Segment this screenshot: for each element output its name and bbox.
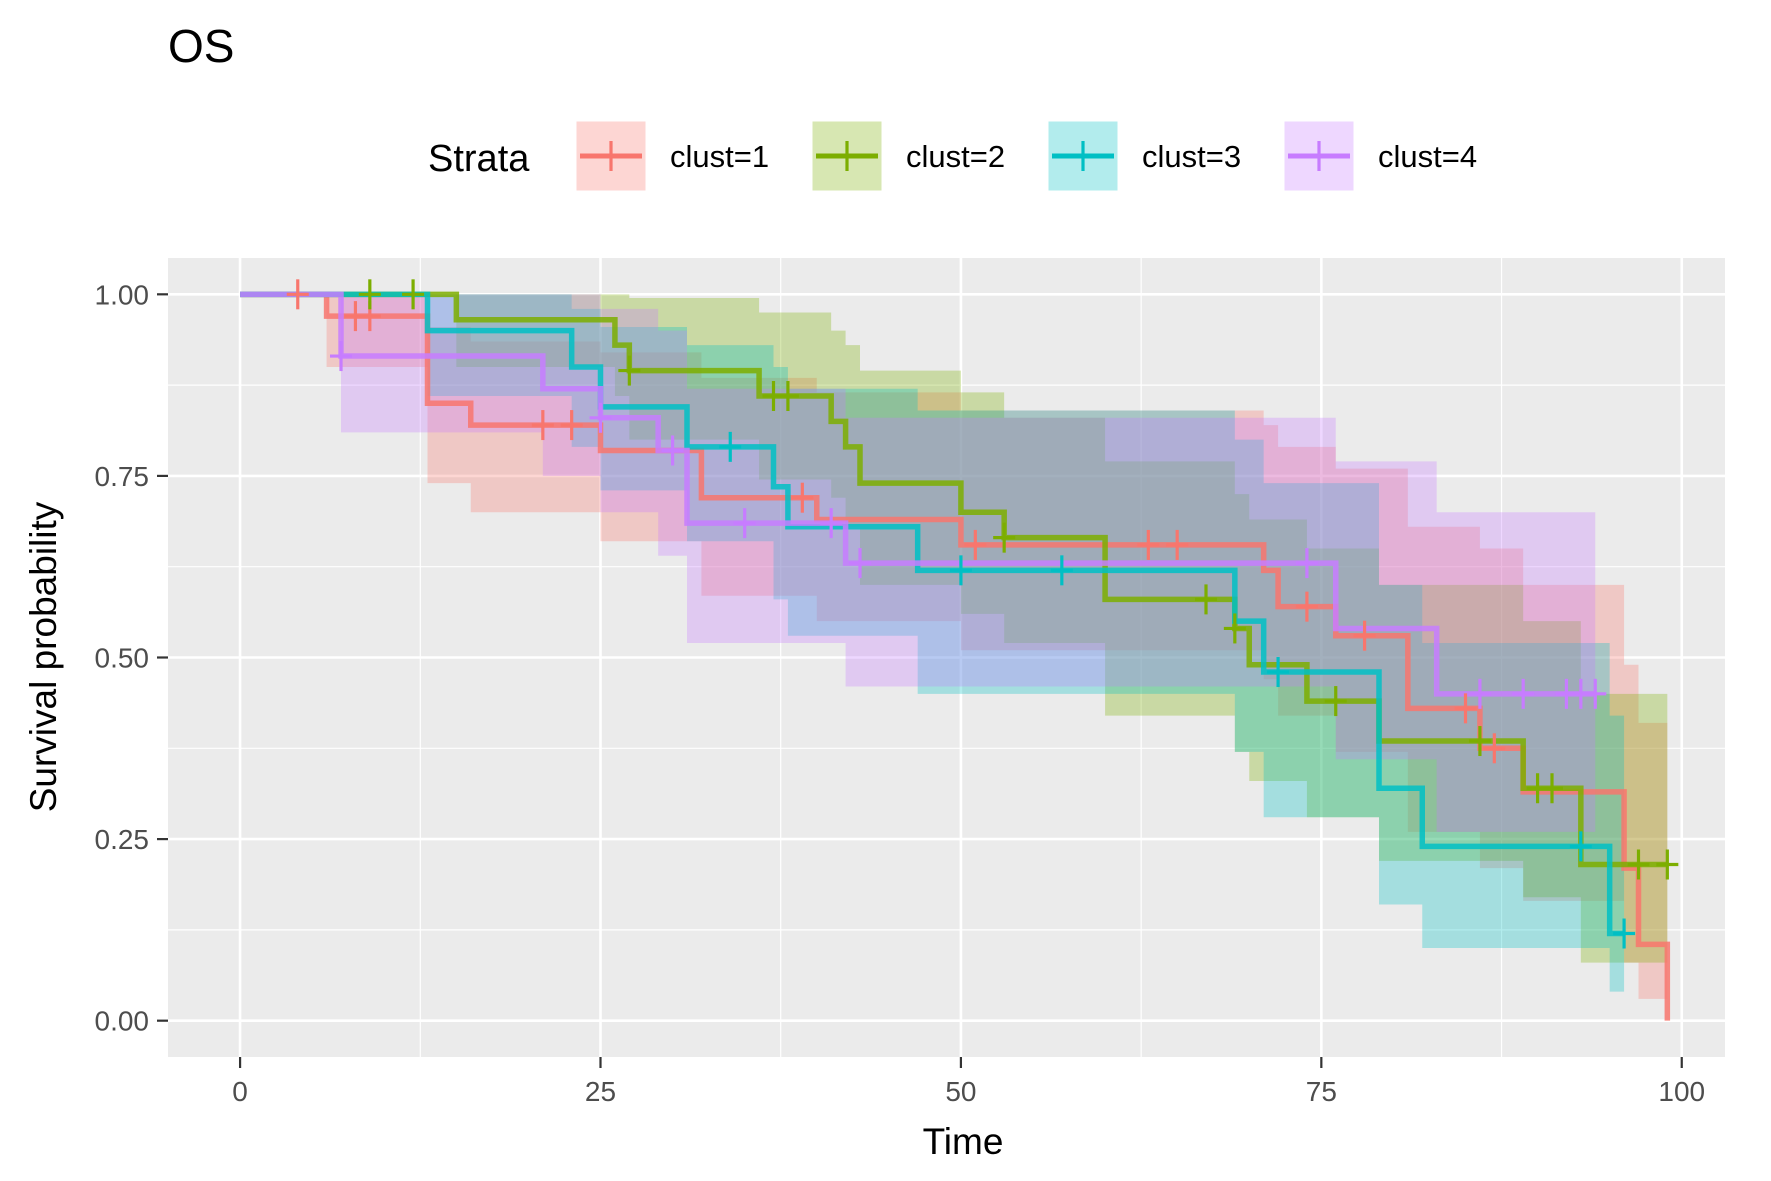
censor-mark-clust-4 bbox=[733, 508, 756, 539]
censor-mark-clust-2 bbox=[1656, 849, 1679, 880]
x-tick-label: 75 bbox=[1306, 1076, 1337, 1107]
censor-mark-clust-3 bbox=[1613, 918, 1636, 949]
censor-mark-clust-4 bbox=[1512, 678, 1535, 709]
censor-mark-clust-3 bbox=[949, 555, 972, 586]
legend-item-clust-2: clust=2 bbox=[811, 120, 1005, 192]
censor-mark-clust-4 bbox=[1584, 678, 1607, 709]
chart-title: OS bbox=[168, 20, 234, 72]
y-axis: 0.00 0.25 0.50 0.75 1.00 bbox=[95, 279, 168, 1037]
censor-mark-clust-3 bbox=[1267, 657, 1290, 688]
censor-mark-clust-2 bbox=[358, 279, 381, 310]
legend-label-clust-3: clust=3 bbox=[1142, 139, 1241, 174]
y-tick-label: 0.00 bbox=[95, 1006, 150, 1037]
y-axis-title: Survival probability bbox=[23, 501, 64, 812]
censor-mark-clust-3 bbox=[1569, 831, 1592, 862]
y-tick-label: 0.25 bbox=[95, 824, 150, 855]
censor-mark-clust-4 bbox=[1468, 678, 1491, 709]
legend-label-clust-2: clust=2 bbox=[906, 139, 1005, 174]
censor-mark-clust-1 bbox=[1483, 733, 1506, 764]
censor-mark-clust-2 bbox=[618, 355, 641, 386]
x-tick-label: 100 bbox=[1658, 1076, 1705, 1107]
curve-clust-1 bbox=[240, 291, 1671, 1021]
censor-mark-clust-1 bbox=[1295, 591, 1318, 622]
censor-mark-clust-2 bbox=[1627, 849, 1650, 880]
censor-mark-clust-1 bbox=[286, 279, 309, 310]
censor-mark-clust-2 bbox=[1195, 584, 1217, 615]
censor-mark-clust-2 bbox=[1223, 613, 1246, 644]
censor-mark-clust-2 bbox=[1324, 686, 1347, 717]
censor-mark-clust-4 bbox=[661, 435, 684, 466]
censor-mark-clust-1 bbox=[791, 482, 814, 513]
legend-item-clust-1: clust=1 bbox=[575, 120, 769, 192]
censor-marks bbox=[286, 279, 1679, 949]
censor-mark-clust-4 bbox=[1295, 548, 1318, 579]
x-tick-label: 25 bbox=[585, 1076, 616, 1107]
legend-title: Strata bbox=[428, 138, 530, 180]
censor-mark-clust-1 bbox=[964, 529, 987, 560]
y-tick-label: 0.75 bbox=[95, 461, 150, 492]
censor-mark-clust-3 bbox=[719, 431, 742, 462]
censor-mark-clust-1 bbox=[1353, 620, 1376, 651]
x-tick-label: 50 bbox=[945, 1076, 976, 1107]
legend-label-clust-4: clust=4 bbox=[1378, 139, 1477, 174]
x-axis: 0 25 50 75 100 bbox=[232, 1057, 1705, 1107]
x-axis-title: Time bbox=[923, 1121, 1004, 1162]
ci-band-clust-2 bbox=[240, 294, 1668, 963]
legend-item-clust-3: clust=3 bbox=[1047, 120, 1241, 192]
censor-mark-clust-2 bbox=[776, 381, 799, 412]
ci-band-clust-1 bbox=[240, 294, 1668, 999]
y-tick-label: 0.50 bbox=[95, 643, 150, 674]
censor-mark-clust-1 bbox=[1454, 693, 1477, 724]
censor-mark-clust-2 bbox=[1468, 726, 1491, 757]
x-tick-label: 0 bbox=[232, 1076, 248, 1107]
censor-mark-clust-4 bbox=[820, 508, 843, 539]
legend-label-clust-1: clust=1 bbox=[670, 139, 769, 174]
ci-band-clust-3 bbox=[240, 294, 1625, 992]
censor-mark-clust-2 bbox=[402, 279, 425, 310]
censor-mark-clust-2 bbox=[993, 522, 1016, 553]
censor-mark-clust-1 bbox=[1137, 529, 1160, 560]
censor-mark-clust-1 bbox=[1166, 529, 1189, 560]
censor-mark-clust-2 bbox=[1541, 773, 1563, 804]
censor-mark-clust-4 bbox=[330, 341, 352, 372]
legend: Strata clust=1 clust=2 clust=3 clust=4 bbox=[428, 120, 1477, 192]
censor-mark-clust-4 bbox=[849, 548, 871, 579]
y-tick-label: 1.00 bbox=[95, 279, 150, 310]
curve-clust-3 bbox=[240, 291, 1625, 937]
grid-major bbox=[168, 258, 1725, 1057]
legend-item-clust-4: clust=4 bbox=[1283, 120, 1477, 192]
censor-mark-clust-1 bbox=[560, 410, 583, 441]
censor-mark-clust-4 bbox=[589, 402, 612, 433]
censor-mark-clust-3 bbox=[1050, 555, 1073, 586]
censor-mark-clust-1 bbox=[531, 410, 554, 441]
